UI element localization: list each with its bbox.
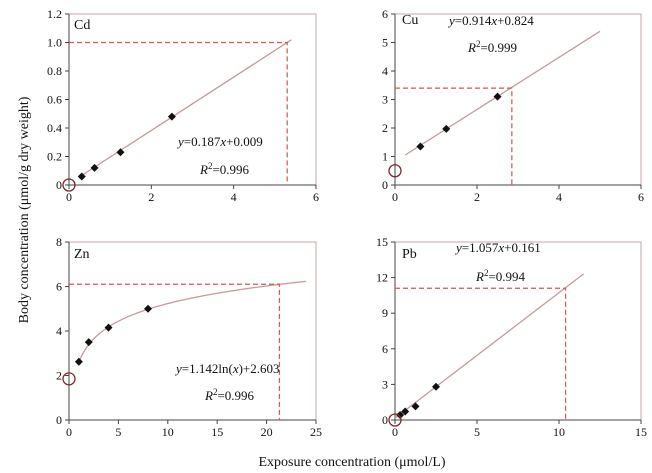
x-tick-label: 4 bbox=[231, 190, 237, 204]
panel-label: Pb bbox=[402, 247, 417, 262]
x-tick-label: 0 bbox=[392, 190, 398, 204]
y-tick-label: 0 bbox=[56, 413, 62, 427]
x-tick-label: 25 bbox=[310, 425, 322, 439]
x-tick-label: 6 bbox=[313, 190, 319, 204]
y-tick-label: 0 bbox=[56, 178, 62, 192]
guide-dashed-line bbox=[69, 41, 288, 185]
x-axis-title: Exposure concentration (μmol/L) bbox=[258, 455, 445, 470]
y-tick-label: 1 bbox=[382, 150, 388, 164]
x-tick-label: 10 bbox=[162, 425, 174, 439]
x-tick-label: 6 bbox=[638, 190, 644, 204]
x-tick-label: 0 bbox=[66, 425, 72, 439]
y-tick-label: 0 bbox=[382, 178, 388, 192]
y-tick-label: 8 bbox=[56, 235, 62, 249]
data-point bbox=[144, 304, 153, 313]
data-point bbox=[396, 411, 405, 420]
origin-circle-marker bbox=[388, 164, 402, 178]
y-tick-label: 9 bbox=[382, 306, 388, 320]
x-tick-label: 4 bbox=[556, 190, 562, 204]
y-tick-label: 1.0 bbox=[47, 36, 62, 50]
data-point bbox=[432, 382, 440, 391]
data-point bbox=[104, 323, 113, 332]
data-point bbox=[167, 112, 176, 121]
panel-cd: 0 2 4 6 0 0.2 0.4 0.6 0.8 1.0 1.2 Cd y=0.187x+0.009 R… bbox=[47, 7, 319, 204]
fit-equation: y=1.057x+0.161 bbox=[454, 240, 541, 255]
r-squared-label: R2=0.996 bbox=[204, 387, 255, 403]
guide-dashed-line bbox=[395, 87, 513, 185]
panel-zn: 0 5 10 15 20 25 0 2 4 6 8 Zn y=1.142ln(x)+2.603 R2=0.… bbox=[56, 235, 322, 439]
guide-dashed-line bbox=[69, 283, 281, 420]
fit-equation: y=0.914x+0.824 bbox=[447, 13, 534, 28]
fit-equation: y=1.142ln(x)+2.603 bbox=[174, 361, 280, 376]
x-tick-label: 15 bbox=[635, 425, 647, 439]
data-point bbox=[116, 148, 125, 157]
data-point bbox=[90, 163, 99, 172]
panel-label: Cu bbox=[402, 13, 418, 28]
panel-label: Cd bbox=[74, 18, 90, 33]
x-tick-label: 0 bbox=[392, 425, 398, 439]
data-point bbox=[401, 407, 410, 416]
origin-circle-marker bbox=[62, 178, 76, 192]
r-squared-label: R2=0.996 bbox=[199, 161, 250, 177]
y-tick-label: 0.4 bbox=[47, 121, 62, 135]
y-tick-label: 4 bbox=[56, 324, 62, 338]
x-tick-label: 2 bbox=[474, 190, 480, 204]
x-tick-label: 20 bbox=[261, 425, 273, 439]
panel-label: Zn bbox=[74, 247, 90, 262]
data-point bbox=[77, 172, 86, 181]
y-tick-label: 2 bbox=[56, 369, 62, 383]
y-tick-label: 0 bbox=[382, 413, 388, 427]
data-point bbox=[416, 142, 425, 151]
y-tick-label: 0.8 bbox=[47, 64, 62, 78]
y-tick-label: 3 bbox=[382, 93, 388, 107]
fit-line bbox=[394, 273, 584, 419]
y-tick-label: 15 bbox=[376, 235, 388, 249]
panel-pb: 0 5 10 15 0 3 6 9 12 15 Pb y=1.057x+0.161 R2=0.994 bbox=[376, 235, 647, 439]
x-tick-label: 15 bbox=[211, 425, 223, 439]
data-point bbox=[84, 338, 93, 347]
fit-equation: y=0.187x+0.009 bbox=[176, 134, 263, 149]
y-tick-label: 12 bbox=[376, 271, 388, 285]
fit-line bbox=[83, 39, 292, 175]
origin-circle-marker bbox=[388, 413, 402, 427]
y-axis-title: Body concentration (μmol/g dry weight) bbox=[17, 96, 32, 323]
x-tick-label: 5 bbox=[115, 425, 121, 439]
plot-frame bbox=[394, 13, 642, 186]
origin-circle-marker bbox=[62, 372, 76, 386]
y-tick-label: 4 bbox=[382, 64, 388, 78]
x-tick-label: 2 bbox=[148, 190, 154, 204]
data-point bbox=[493, 92, 502, 101]
y-tick-label: 6 bbox=[382, 7, 388, 21]
data-point bbox=[74, 357, 83, 366]
data-point bbox=[411, 402, 420, 411]
y-tick-label: 5 bbox=[382, 36, 388, 50]
guide-dashed-line bbox=[395, 287, 567, 420]
y-tick-label: 6 bbox=[56, 280, 62, 294]
y-tick-label: 0.2 bbox=[47, 150, 62, 164]
x-tick-label: 10 bbox=[553, 425, 565, 439]
x-tick-label: 5 bbox=[474, 425, 480, 439]
y-tick-label: 0.6 bbox=[47, 93, 62, 107]
y-tick-label: 6 bbox=[382, 342, 388, 356]
y-tick-label: 2 bbox=[382, 121, 388, 135]
y-tick-label: 3 bbox=[382, 377, 388, 391]
y-tick-label: 1.2 bbox=[47, 7, 62, 21]
fit-line bbox=[78, 280, 307, 363]
panel-cu: 0 2 4 6 0 1 2 3 4 5 6 Cu y=0.914x+0.824 R2=0.999 bbox=[382, 7, 644, 204]
x-tick-label: 0 bbox=[66, 190, 72, 204]
r-squared-label: R2=0.994 bbox=[475, 268, 526, 284]
data-point bbox=[442, 124, 451, 133]
fit-line bbox=[404, 30, 601, 156]
r-squared-label: R2=0.999 bbox=[467, 39, 517, 55]
